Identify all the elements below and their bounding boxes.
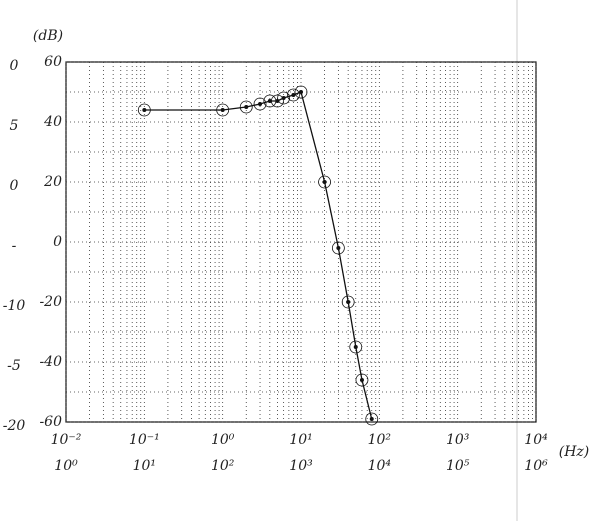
- data-point: [267, 99, 272, 103]
- data-point: [291, 93, 296, 97]
- y-unit: (dB): [33, 28, 63, 44]
- y-tick-label: 20: [43, 174, 62, 190]
- alt-x-label: 10²: [211, 458, 235, 474]
- alt-x-label: 10¹: [133, 458, 156, 474]
- alt-y-label: 0: [10, 178, 19, 194]
- data-point: [142, 108, 147, 112]
- alt-y-label: 0: [10, 58, 19, 74]
- x-tick-label: 10²: [368, 432, 392, 448]
- alt-y-label: -: [12, 238, 17, 254]
- point-ring: [253, 97, 267, 111]
- x-tick-label: 10⁻²: [51, 432, 82, 448]
- y-tick-label: 60: [44, 54, 62, 70]
- point-ring: [341, 295, 355, 309]
- point-ring: [239, 100, 253, 114]
- data-point: [346, 300, 351, 304]
- x-tick-label: 10⁰: [211, 432, 235, 448]
- x-unit: (Hz): [559, 444, 590, 460]
- x-tick-label: 10¹: [289, 432, 312, 448]
- point-ring: [365, 412, 379, 426]
- y-tick-label: -60: [39, 414, 62, 430]
- point-ring: [355, 373, 369, 387]
- alt-x-label: 10⁶: [524, 458, 548, 474]
- point-ring: [349, 340, 363, 354]
- point-ring: [331, 241, 345, 255]
- data-point: [275, 99, 280, 103]
- point-ring: [216, 103, 230, 117]
- data-point: [359, 378, 364, 382]
- data-point: [353, 345, 358, 349]
- data-point: [369, 417, 374, 421]
- y-tick-label: 40: [43, 114, 62, 130]
- data-point: [281, 96, 286, 100]
- alt-y-label: -10: [3, 298, 26, 314]
- point-ring: [318, 175, 331, 189]
- data-line: [144, 91, 373, 420]
- x-tick-label: 10⁴: [524, 432, 548, 448]
- point-ring: [277, 91, 291, 105]
- alt-y-label: -20: [3, 418, 26, 434]
- data-point: [322, 180, 327, 184]
- alt-x-label: 10⁵: [446, 458, 470, 474]
- point-ring: [137, 103, 151, 117]
- point-ring: [294, 85, 308, 99]
- alt-y-label: 5: [10, 118, 19, 134]
- y-tick-label: -20: [39, 294, 62, 310]
- x-tick-label: 10⁻¹: [129, 432, 160, 448]
- alt-x-label: 10³: [289, 458, 313, 474]
- alt-y-label: -5: [7, 358, 21, 374]
- alt-x-label: 10⁰: [54, 458, 78, 474]
- data-point: [299, 90, 303, 94]
- data-point: [258, 102, 263, 106]
- point-ring: [287, 88, 300, 102]
- point-ring: [271, 94, 284, 108]
- y-tick-label: 0: [53, 234, 62, 250]
- data-point: [220, 108, 225, 112]
- data-point: [336, 246, 341, 250]
- y-tick-label: -40: [39, 354, 62, 370]
- x-tick-label: 10³: [446, 432, 470, 448]
- alt-x-label: 10⁴: [368, 458, 392, 474]
- data-point: [244, 105, 249, 109]
